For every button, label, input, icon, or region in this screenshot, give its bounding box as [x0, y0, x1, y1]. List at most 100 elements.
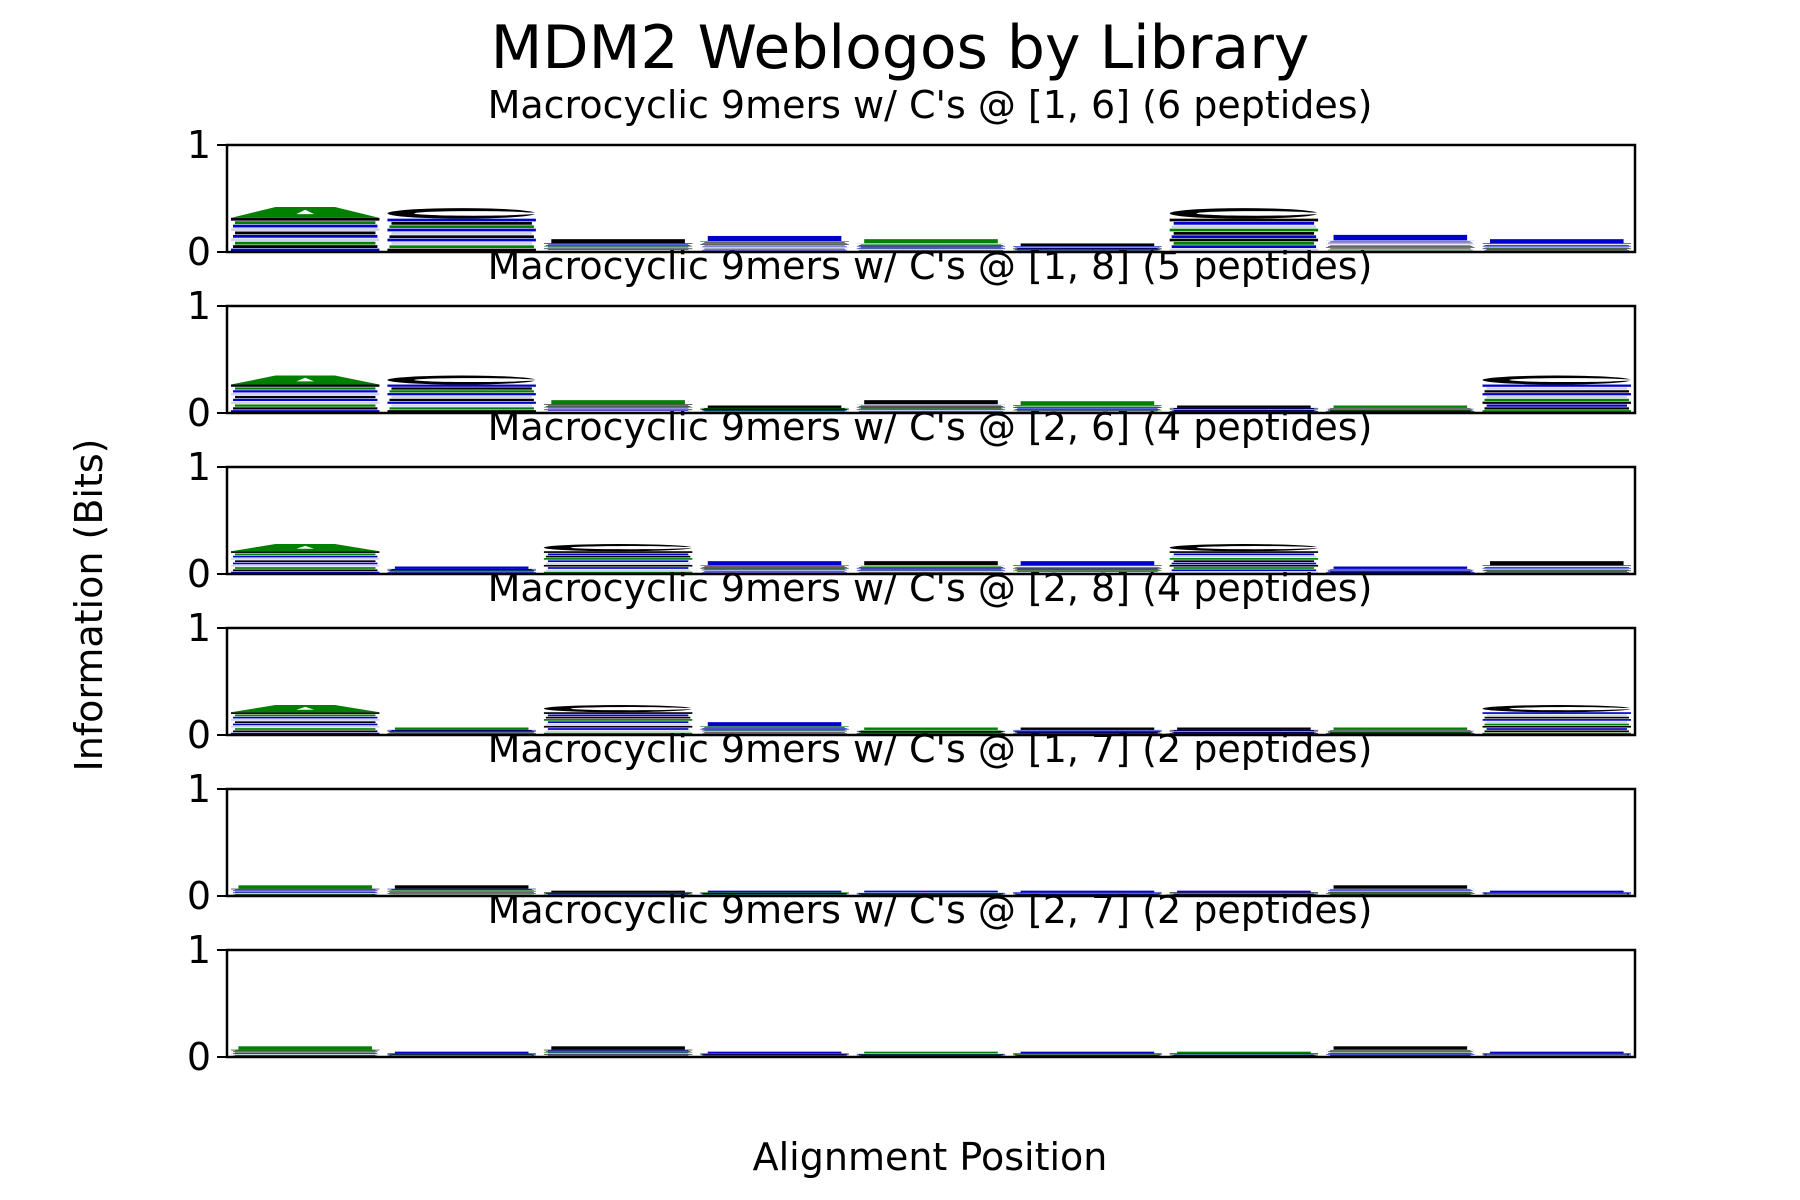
panel-frame [225, 626, 1637, 737]
y-tick-label: 0 [187, 391, 211, 435]
letter-top [707, 1051, 842, 1054]
letter-stripe [1326, 1049, 1475, 1051]
letter-stripe [1015, 572, 1160, 573]
letter-stripe [235, 404, 376, 407]
letter-stripe [1482, 243, 1631, 244]
logo-stack [1482, 239, 1631, 252]
letter-stripe [1330, 1054, 1471, 1056]
letter-stripe [1326, 568, 1475, 570]
letter-stripe [1486, 893, 1627, 895]
letter-stripe [391, 889, 532, 891]
letter-stripe [700, 410, 849, 412]
letter-stripe [1326, 888, 1475, 890]
letter-stripe [545, 562, 691, 565]
logo-stack [543, 400, 693, 413]
letter-C-gap [1258, 212, 1322, 215]
letter-stripe [1328, 730, 1473, 732]
letter-stripe [1171, 893, 1317, 894]
letter-stripe [704, 729, 845, 731]
logo-stack [231, 375, 380, 413]
letter-stripe [1484, 723, 1629, 726]
letter-stripe [860, 566, 1002, 567]
letter-stripe [702, 243, 847, 244]
letter-stripe [1330, 570, 1471, 572]
letter-stripe [543, 893, 693, 895]
letter-stripe [231, 564, 380, 567]
letter-stripe [1017, 410, 1158, 412]
letter-stripe [233, 224, 378, 228]
letter-stripe [391, 891, 532, 893]
logo-stack [1013, 401, 1162, 413]
letter-stripe [1326, 1051, 1475, 1053]
letter-C-inner [570, 707, 690, 711]
letter-stripe [389, 732, 534, 734]
letter-stripe [1169, 893, 1319, 895]
y-tick-label: 0 [187, 874, 211, 918]
letter-stripe [1015, 732, 1160, 734]
letter-stripe [231, 228, 380, 231]
y-tick-label: 1 [187, 445, 211, 489]
letter-stripe [704, 566, 845, 567]
letter-stripe [704, 892, 845, 894]
logo-stack [1326, 1046, 1475, 1057]
letter-stripe [389, 892, 534, 893]
letter-stripe [1017, 893, 1158, 895]
letter-stripe [543, 245, 693, 247]
letter-top [1333, 566, 1468, 569]
letter-top [1177, 1051, 1311, 1054]
letter-stripe [389, 398, 534, 402]
letter-stripe [858, 732, 1004, 734]
letter-C-gap [476, 379, 539, 381]
letter-top [864, 239, 998, 244]
letter-stripe [1171, 235, 1317, 239]
letter-stripe [547, 728, 689, 730]
letter-stripe [389, 390, 534, 393]
letter-stripe [1326, 240, 1475, 241]
letter-stripe [387, 729, 536, 731]
letter-stripe [387, 401, 536, 404]
letter-stripe [1484, 716, 1629, 719]
letter-stripe [387, 238, 536, 242]
letter-stripe [233, 234, 378, 238]
letter-stripe [700, 565, 849, 566]
letter-stripe [856, 565, 1006, 566]
letter-stripe [856, 729, 1006, 731]
letter-stripe [235, 1052, 376, 1054]
letter-stripe [1482, 245, 1631, 247]
y-tick-label: 1 [187, 767, 211, 811]
letter-stripe [704, 893, 845, 895]
letter-stripe [1330, 891, 1471, 893]
letter-stripe [1326, 410, 1475, 412]
y-axis-label: Information (Bits) [67, 438, 111, 771]
letter-stripe [1017, 571, 1158, 572]
panel-title: Macrocyclic 9mers w/ C's @ [1, 6] (6 pep… [488, 83, 1373, 127]
letter-stripe [233, 890, 378, 891]
letter-stripe [231, 393, 380, 396]
letter-stripe [858, 567, 1004, 568]
letter-stripe [704, 568, 845, 570]
letter-stripe [547, 567, 689, 569]
letter-stripe [1484, 250, 1629, 251]
y-tick-label: 1 [187, 928, 211, 972]
letter-stripe [543, 725, 693, 728]
letter-top [1020, 243, 1155, 247]
letter-stripe [860, 407, 1002, 409]
letter-stripe [858, 1054, 1004, 1055]
letter-stripe [858, 569, 1004, 571]
letter-stripe [856, 406, 1006, 408]
letter-stripe [1326, 732, 1475, 734]
letter-stripe [235, 567, 376, 569]
letter-stripe [1484, 407, 1629, 410]
letter-stripe [1486, 1053, 1627, 1055]
letter-stripe [547, 405, 689, 406]
letter-stripe [1484, 567, 1629, 568]
letter-top [707, 561, 842, 566]
letter-stripe [1484, 730, 1629, 733]
letter-stripe [704, 242, 845, 243]
letter-stripe [1017, 731, 1158, 733]
letter-stripe [545, 555, 691, 558]
letter-stripe [702, 733, 847, 734]
letter-stripe [1486, 246, 1627, 248]
letter-top [394, 727, 529, 730]
letter-stripe [700, 241, 849, 242]
